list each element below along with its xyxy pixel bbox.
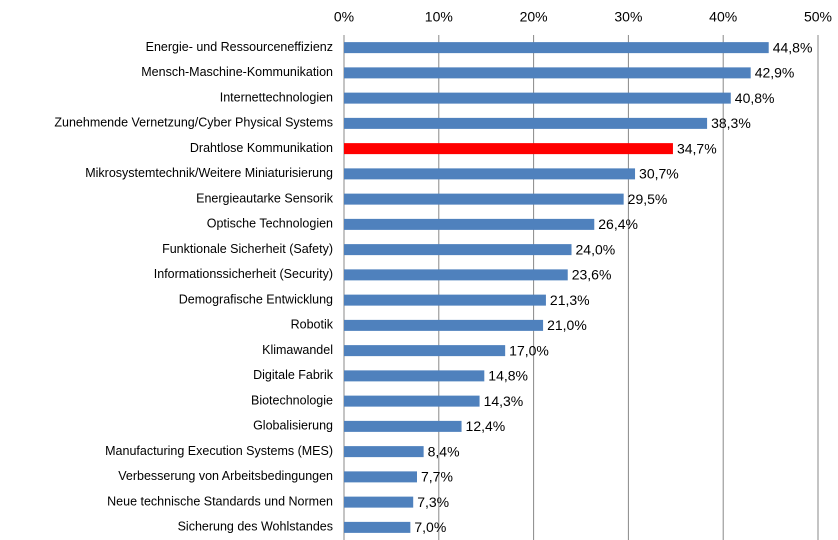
value-label: 38,3% <box>711 115 751 131</box>
value-label: 44,8% <box>773 39 813 55</box>
y-tick-label: Funktionale Sicherheit (Safety) <box>162 242 333 256</box>
y-tick-label: Mikrosystemtechnik/Weitere Miniaturisier… <box>85 166 333 180</box>
bar <box>344 420 462 432</box>
value-label: 40,8% <box>735 90 775 106</box>
value-label: 29,5% <box>628 191 668 207</box>
bar <box>344 193 624 205</box>
value-label: 24,0% <box>576 241 616 257</box>
value-label: 42,9% <box>755 65 795 81</box>
bar <box>344 395 480 407</box>
y-tick-label: Drahtlose Kommunikation <box>190 141 333 155</box>
value-label: 26,4% <box>598 216 638 232</box>
y-tick-label: Verbesserung von Arbeitsbedingungen <box>118 469 333 483</box>
value-label: 12,4% <box>466 418 506 434</box>
value-label: 17,0% <box>509 342 549 358</box>
value-label: 14,3% <box>484 393 524 409</box>
x-tick-label: 0% <box>334 9 354 25</box>
y-tick-label: Robotik <box>291 318 334 332</box>
bar <box>344 42 769 54</box>
y-tick-label: Globalisierung <box>253 419 333 433</box>
bar <box>344 143 673 155</box>
y-tick-label: Informationssicherheit (Security) <box>154 267 333 281</box>
y-tick-label: Manufacturing Execution Systems (MES) <box>105 444 333 458</box>
value-label: 21,0% <box>547 317 587 333</box>
y-tick-label: Energie- und Ressourceneffizienz <box>146 40 333 54</box>
bar <box>344 244 572 256</box>
bar <box>344 92 731 104</box>
y-tick-label: Internettechnologien <box>220 90 333 104</box>
bar <box>344 117 708 129</box>
x-tick-label: 40% <box>709 9 737 25</box>
y-tick-label: Demografische Entwicklung <box>179 292 333 306</box>
x-tick-label: 20% <box>520 9 548 25</box>
y-tick-label: Sicherung des Wohlstandes <box>178 520 333 534</box>
bar <box>344 521 411 533</box>
x-tick-label: 30% <box>614 9 642 25</box>
y-tick-label: Neue technische Standards und Normen <box>107 494 333 508</box>
bar <box>344 168 636 180</box>
bar <box>344 370 485 382</box>
y-tick-label: Optische Technologien <box>207 217 333 231</box>
x-tick-label: 10% <box>425 9 453 25</box>
bar <box>344 319 544 331</box>
y-tick-label: Klimawandel <box>262 343 333 357</box>
bar <box>344 269 568 281</box>
y-tick-label: Digitale Fabrik <box>253 368 334 382</box>
bar <box>344 218 595 230</box>
bar <box>344 496 414 508</box>
bar <box>344 471 417 483</box>
value-label: 30,7% <box>639 166 679 182</box>
value-label: 14,8% <box>488 368 528 384</box>
bar <box>344 345 506 357</box>
bar <box>344 294 546 306</box>
bar <box>344 67 751 79</box>
value-label: 7,7% <box>421 469 453 485</box>
value-label: 21,3% <box>550 292 590 308</box>
bar <box>344 446 424 458</box>
value-label: 34,7% <box>677 140 717 156</box>
x-tick-label: 50% <box>804 9 832 25</box>
y-tick-label: Zunehmende Vernetzung/Cyber Physical Sys… <box>54 116 333 130</box>
value-label: 7,0% <box>414 519 446 535</box>
y-tick-label: Energieautarke Sensorik <box>196 191 334 205</box>
value-label: 8,4% <box>428 443 460 459</box>
y-tick-label: Mensch-Maschine-Kommunikation <box>141 65 333 79</box>
y-tick-label: Biotechnologie <box>251 393 333 407</box>
value-label: 7,3% <box>417 494 449 510</box>
value-label: 23,6% <box>572 267 612 283</box>
